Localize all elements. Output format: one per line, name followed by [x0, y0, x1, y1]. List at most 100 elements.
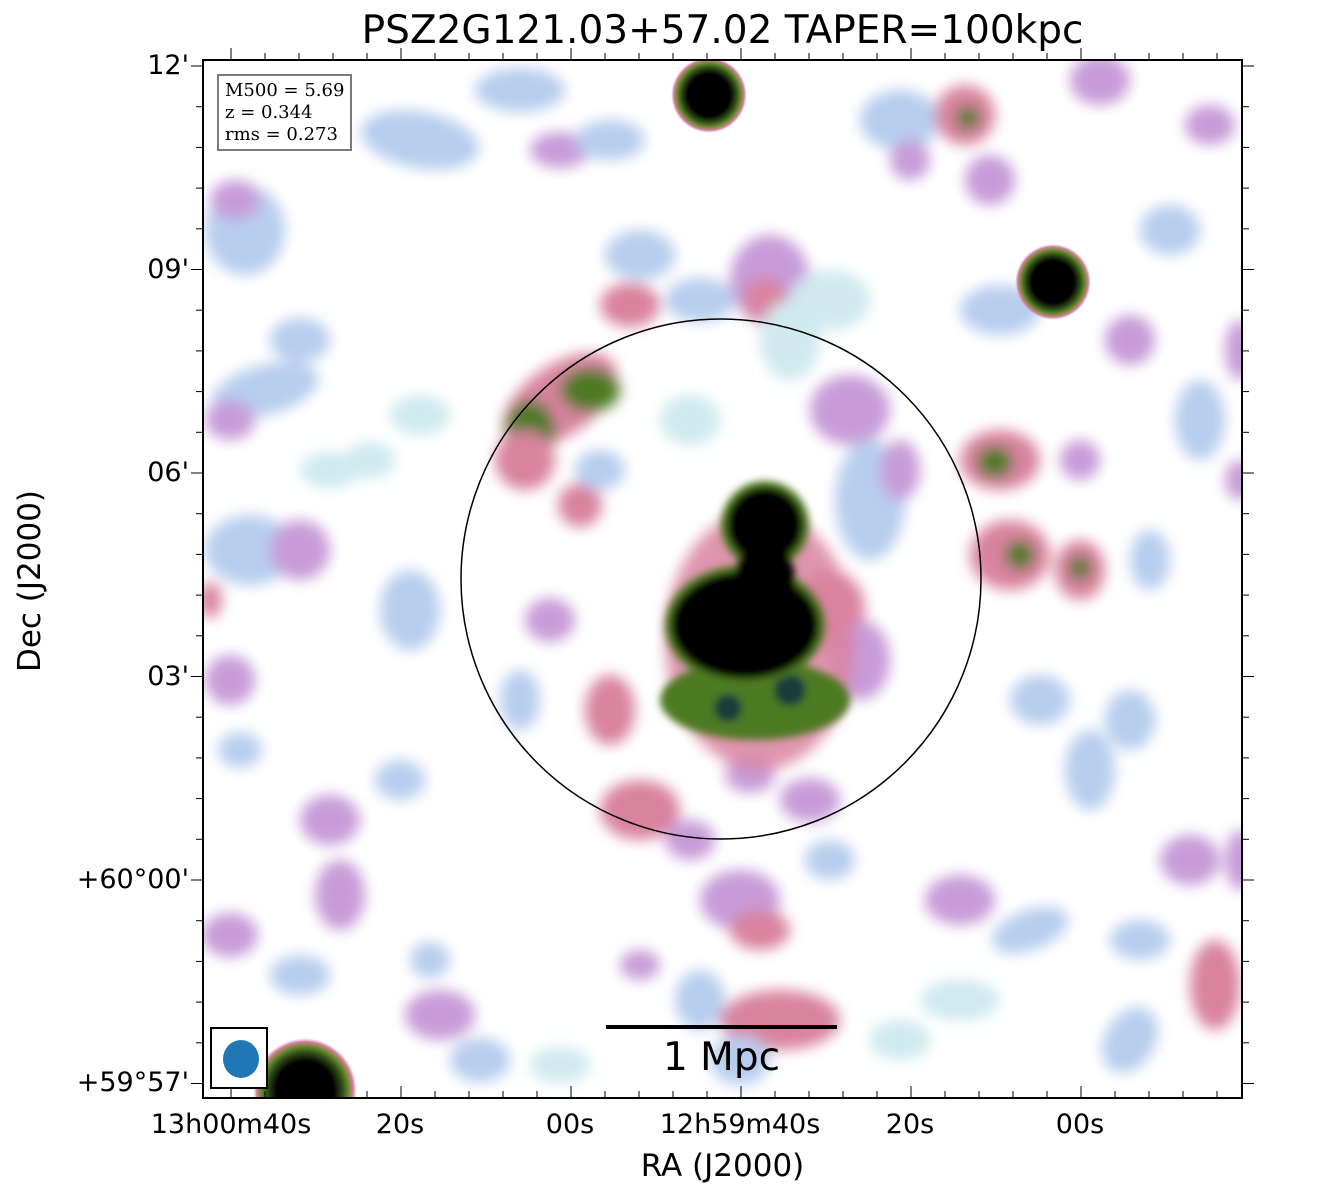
emission-blob [605, 230, 675, 280]
emission-blob [805, 840, 855, 880]
emission-blob [380, 570, 440, 650]
emission-blob [1140, 205, 1200, 255]
emission-blob [665, 278, 735, 322]
x-tick-label: 20s [885, 1109, 935, 1140]
emission-blob [205, 400, 255, 440]
emission-blob [405, 990, 475, 1040]
emission-blob [203, 582, 222, 618]
emission-blob [270, 520, 330, 580]
emission-blob [410, 942, 450, 978]
emission-blob [1010, 675, 1070, 725]
y-tick-label: 09' [147, 254, 189, 285]
bright-point-source [253, 1038, 357, 1098]
emission-blob [218, 732, 262, 768]
beam-inset [210, 1027, 268, 1089]
emission-blob [1070, 60, 1130, 105]
emission-blob [500, 670, 540, 730]
scale-bar-label: 1 Mpc [662, 1035, 781, 1080]
emission-blob [495, 430, 555, 490]
emission-blob [575, 120, 645, 160]
emission-blob [1185, 105, 1235, 145]
emission-blob [760, 300, 820, 380]
emission-blob [345, 442, 395, 478]
emission-blob [270, 955, 330, 995]
x-tick-label: 20s [375, 1109, 425, 1140]
emission-blob [300, 452, 360, 488]
mass-text: M500 = 5.69 [225, 80, 345, 101]
emission-blob [300, 795, 360, 845]
emission-blob [730, 910, 790, 950]
emission-blob [1175, 380, 1225, 460]
emission-blob [770, 1000, 810, 1030]
emission-blob [530, 132, 590, 168]
redshift-text: z = 0.344 [225, 102, 313, 123]
plot-frame [202, 59, 1243, 1099]
y-tick-label: 06' [147, 457, 189, 488]
emission-blob [925, 875, 995, 925]
emission-blob [598, 691, 622, 719]
emission-blob [530, 1047, 590, 1083]
x-tick-label: 00s [545, 1109, 595, 1140]
emission-blob [660, 395, 720, 445]
emission-blob [1160, 835, 1220, 885]
emission-blob [525, 598, 575, 642]
emission-blob [560, 368, 620, 412]
emission-blob [1060, 440, 1100, 480]
x-tick-label: 13h00m40s [150, 1109, 312, 1140]
emission-blob [1065, 730, 1115, 810]
axis-ticks [191, 48, 1254, 1098]
emission-blob [780, 778, 840, 822]
emission-blob [880, 440, 920, 500]
emission-blob [475, 68, 565, 112]
emission-blob [860, 90, 940, 150]
bright-point-source [671, 60, 747, 133]
emission-blob [675, 970, 725, 1030]
emission-blob [1005, 540, 1035, 570]
x-tick-label: 00s [1055, 1109, 1105, 1140]
emission-blob [620, 950, 660, 980]
emission-blob [375, 760, 425, 800]
rms-text: rms = 0.273 [225, 124, 338, 145]
x-tick-label: 12h59m40s [659, 1109, 821, 1140]
cluster-green-region [660, 660, 850, 740]
cluster-core [735, 540, 795, 620]
cluster-core [727, 487, 803, 563]
emission-blob [1205, 970, 1225, 1000]
emission-blob [1225, 320, 1242, 380]
emission-blob [1105, 315, 1155, 365]
plot-title: PSZ2G121.03+57.02 TAPER=100kpc [361, 8, 1084, 53]
emission-blob [810, 375, 890, 445]
y-tick-label: 03' [147, 661, 189, 692]
emission-blob [315, 860, 365, 930]
emission-map [203, 60, 1242, 1098]
emission-blob [956, 106, 980, 130]
emission-blob [205, 655, 255, 705]
emission-blob [558, 483, 602, 527]
y-tick-label: 12' [147, 50, 189, 81]
emission-blob [965, 155, 1015, 205]
y-tick-label: +60°00' [76, 864, 189, 895]
emission-blob [203, 913, 258, 957]
r500-aperture [460, 318, 982, 840]
emission-blob [920, 980, 1000, 1020]
emission-blob [210, 180, 260, 220]
emission-blob [991, 906, 1069, 954]
bright-point-source [1015, 244, 1091, 320]
emission-blob [270, 318, 330, 362]
emission-blob [1102, 1007, 1158, 1073]
emission-blob [360, 110, 480, 170]
y-axis-label: Dec (J2000) [12, 489, 48, 673]
emission-blob [870, 1020, 930, 1060]
emission-blob [1225, 830, 1242, 890]
x-axis-label: RA (J2000) [640, 1148, 805, 1184]
beam-ellipse [223, 1040, 259, 1078]
emission-blob [890, 140, 930, 180]
emission-blob [710, 1035, 770, 1085]
emission-blob [977, 446, 1013, 478]
emission-blob [450, 1038, 510, 1082]
emission-blob [205, 515, 295, 585]
emission-blob [390, 395, 450, 435]
emission-blob [600, 780, 680, 840]
emission-blob [1130, 530, 1170, 590]
